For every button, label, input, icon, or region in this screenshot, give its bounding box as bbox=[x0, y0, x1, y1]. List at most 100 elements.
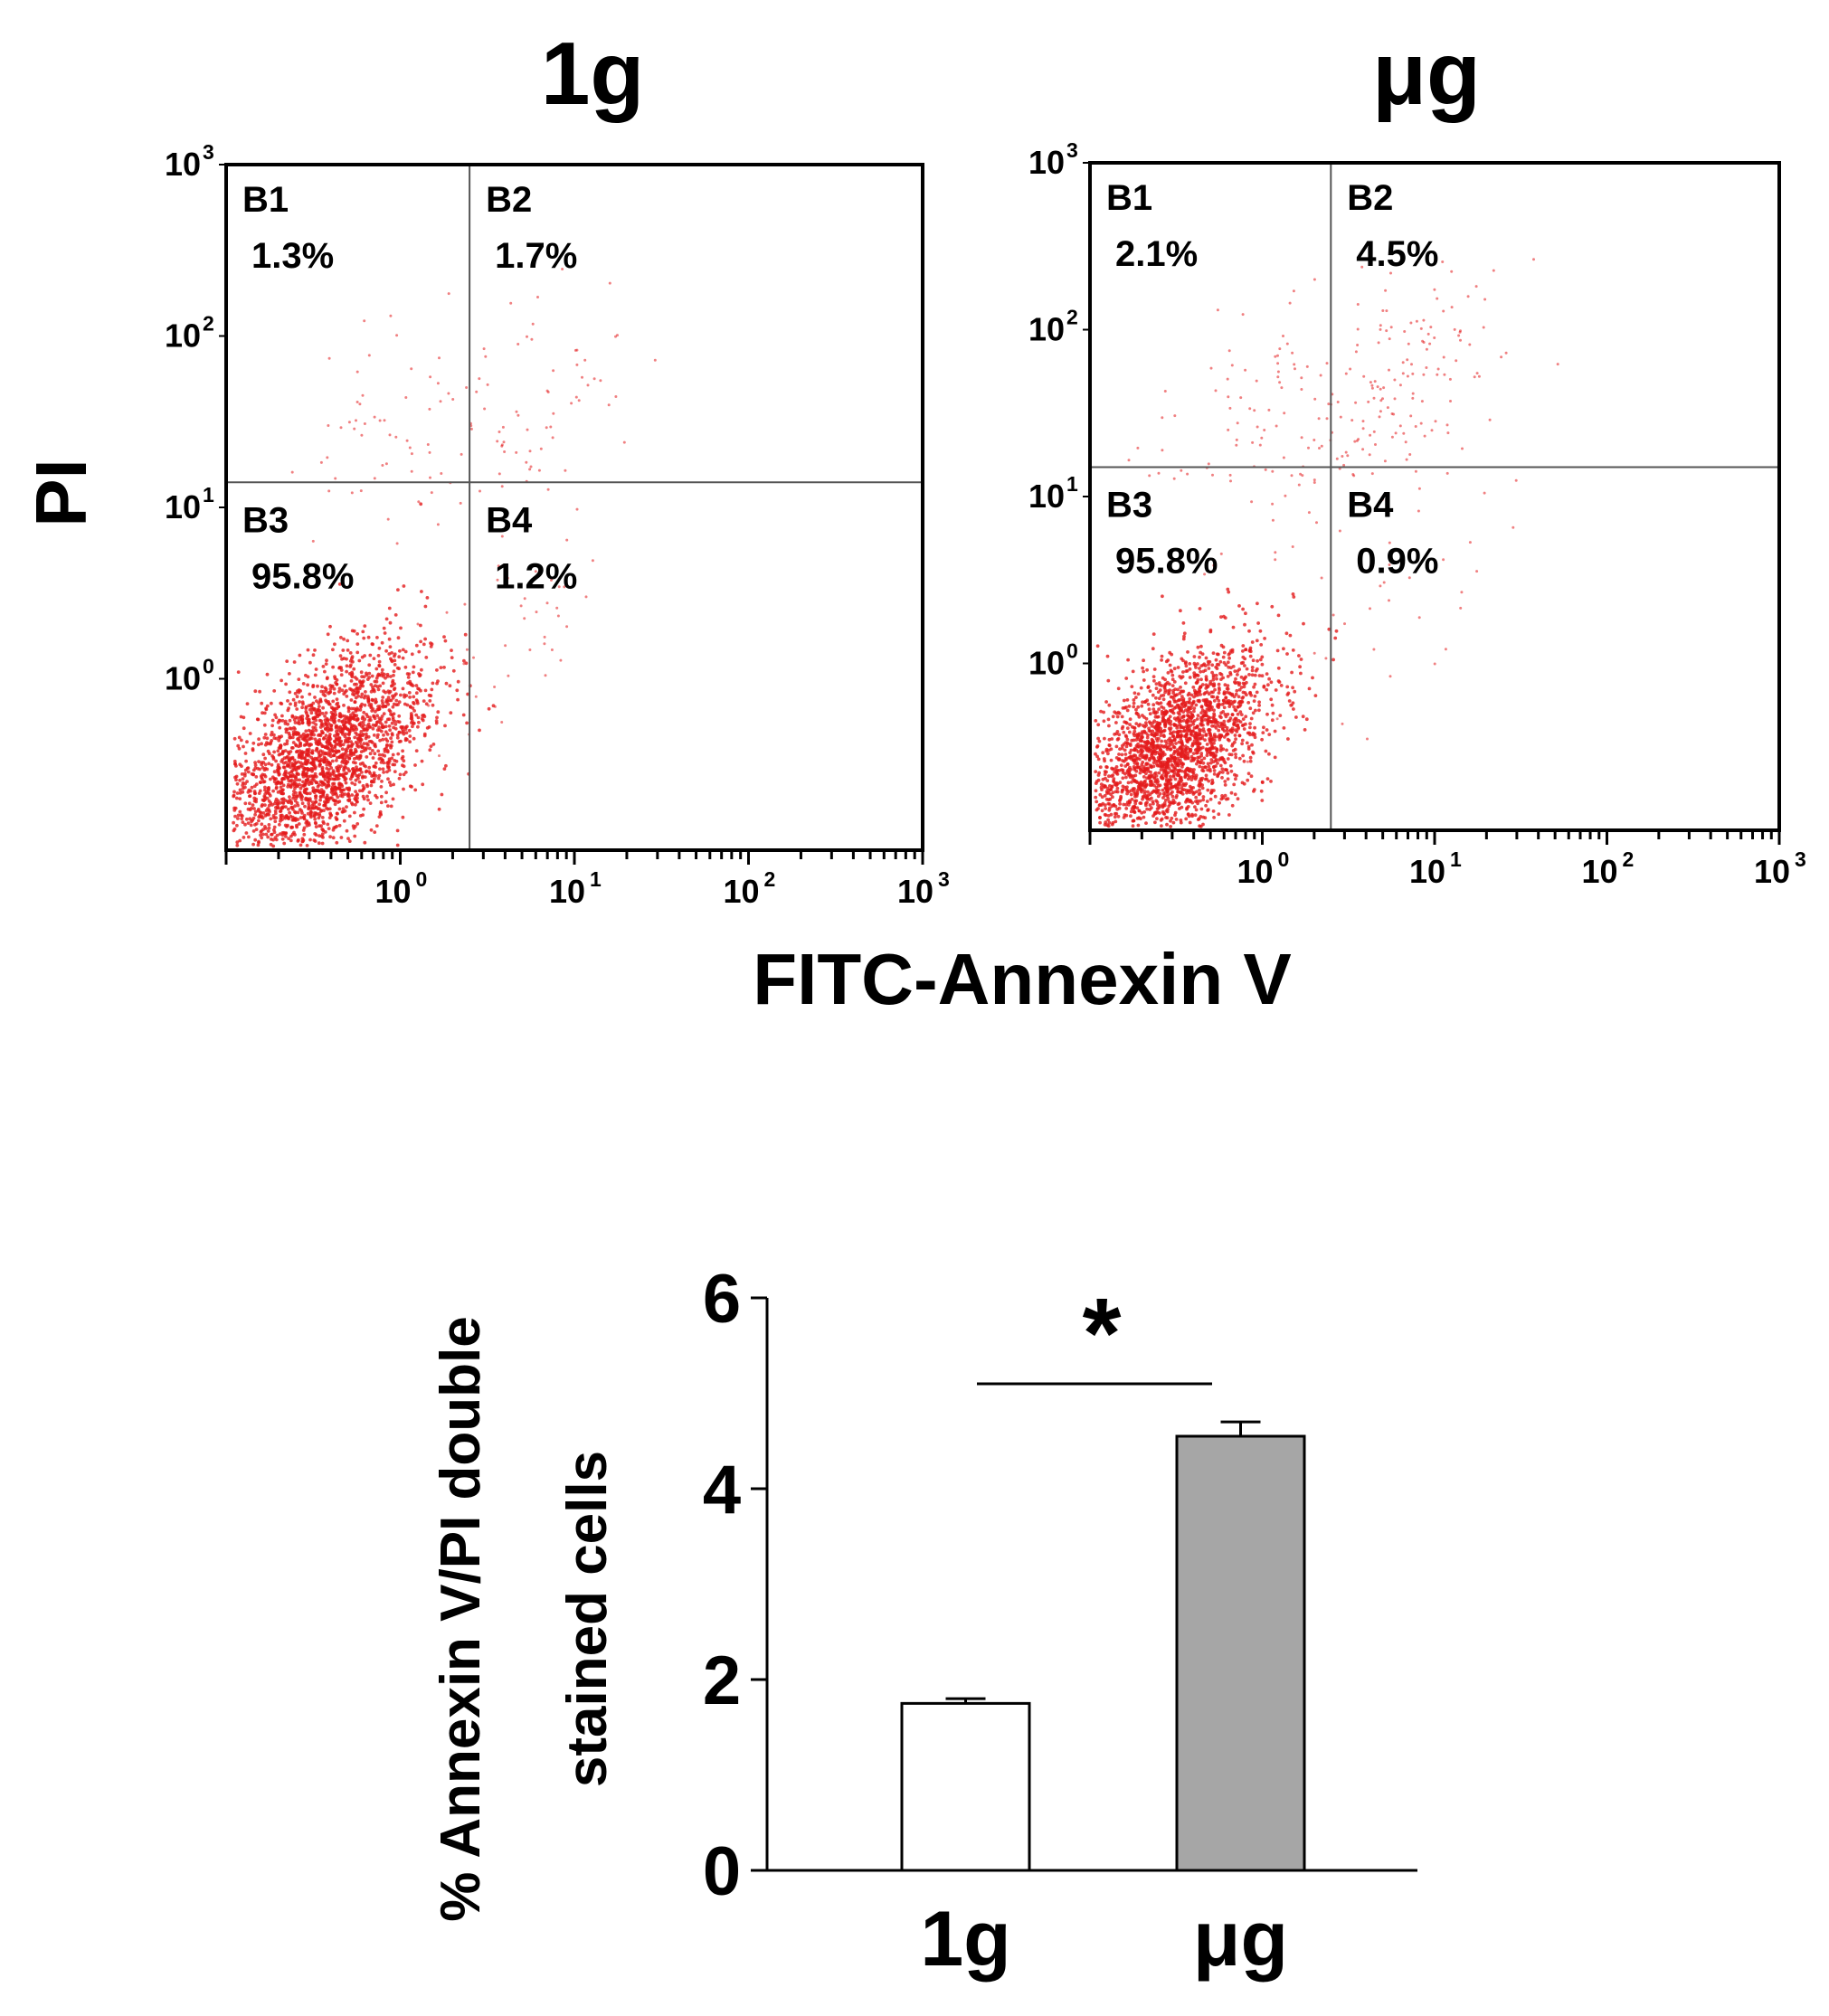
event-dot bbox=[1248, 759, 1253, 763]
event-dot bbox=[305, 711, 308, 715]
event-dot bbox=[1433, 288, 1436, 291]
event-dot bbox=[1199, 761, 1202, 765]
event-dot bbox=[515, 450, 518, 454]
event-dot bbox=[1421, 339, 1425, 343]
event-dot bbox=[1170, 790, 1174, 794]
event-dot bbox=[238, 797, 242, 800]
event-dot bbox=[1157, 758, 1161, 762]
event-dot bbox=[1206, 788, 1210, 792]
event-dot bbox=[350, 655, 355, 659]
event-dot bbox=[376, 776, 381, 781]
event-dot bbox=[463, 632, 468, 637]
event-dot bbox=[1169, 719, 1173, 724]
event-dot bbox=[385, 672, 390, 677]
event-dot bbox=[304, 779, 308, 783]
event-dot bbox=[362, 797, 366, 801]
event-dot bbox=[302, 783, 307, 787]
event-dot bbox=[1189, 786, 1194, 790]
event-dot bbox=[1182, 631, 1187, 636]
event-dot bbox=[239, 715, 243, 719]
event-dot bbox=[324, 734, 328, 737]
bar-y-label-line1: % Annexin V/PI double bbox=[430, 1316, 492, 1921]
event-dot bbox=[266, 786, 270, 790]
event-dot bbox=[1167, 800, 1171, 804]
event-dot bbox=[1121, 759, 1124, 762]
event-dot bbox=[1188, 726, 1191, 731]
event-dot bbox=[1222, 759, 1227, 763]
event-dot bbox=[1211, 473, 1214, 477]
event-dot bbox=[1132, 791, 1137, 796]
event-dot bbox=[395, 843, 400, 847]
event-dot bbox=[320, 816, 325, 819]
event-dot bbox=[1106, 791, 1111, 795]
event-dot bbox=[259, 810, 263, 815]
y-tick-label: 10 bbox=[165, 317, 201, 355]
event-dot bbox=[461, 713, 466, 717]
event-dot bbox=[241, 790, 245, 794]
event-dot bbox=[431, 681, 435, 686]
event-dot bbox=[284, 727, 289, 732]
event-dot bbox=[1442, 558, 1445, 562]
event-dot bbox=[1168, 787, 1172, 790]
event-dot bbox=[1207, 764, 1211, 769]
event-dot bbox=[350, 491, 354, 495]
event-dot bbox=[369, 783, 374, 788]
event-dot bbox=[1169, 759, 1173, 763]
event-dot bbox=[1222, 698, 1226, 703]
event-dot bbox=[377, 725, 381, 729]
event-dot bbox=[1414, 469, 1417, 473]
event-dot bbox=[1169, 753, 1173, 758]
event-dot bbox=[279, 752, 282, 756]
event-dot bbox=[243, 822, 247, 827]
event-dot bbox=[1104, 700, 1108, 704]
event-dot bbox=[1248, 755, 1253, 760]
event-dot bbox=[1160, 729, 1163, 734]
event-dot bbox=[1145, 807, 1149, 811]
event-dot bbox=[1156, 715, 1161, 719]
event-dot bbox=[526, 335, 528, 338]
event-dot bbox=[395, 828, 400, 833]
event-dot bbox=[378, 419, 382, 422]
event-dot bbox=[429, 375, 432, 379]
event-dot bbox=[1102, 757, 1106, 761]
event-dot bbox=[266, 749, 270, 753]
event-dot bbox=[1104, 797, 1109, 801]
event-dot bbox=[256, 717, 261, 722]
bar-chart: % Annexin V/PI double stained cells 0246… bbox=[430, 1261, 1417, 1983]
event-dot bbox=[423, 604, 428, 609]
event-dot bbox=[306, 748, 309, 752]
event-dot bbox=[388, 728, 392, 733]
event-dot bbox=[369, 739, 374, 743]
event-dot bbox=[1132, 787, 1136, 790]
event-dot bbox=[1133, 773, 1138, 778]
event-dot bbox=[355, 717, 360, 722]
event-dot bbox=[482, 347, 486, 351]
event-dot bbox=[1125, 708, 1130, 713]
event-dot bbox=[1449, 400, 1452, 402]
event-dot bbox=[1226, 684, 1230, 687]
event-dot bbox=[346, 706, 351, 711]
event-dot bbox=[397, 740, 402, 743]
event-dot bbox=[1181, 670, 1185, 674]
event-dot bbox=[1170, 673, 1175, 677]
event-dot bbox=[1370, 383, 1374, 387]
event-dot bbox=[291, 697, 296, 702]
event-dot bbox=[447, 392, 450, 395]
event-dot bbox=[391, 705, 395, 709]
event-dot bbox=[1394, 431, 1398, 435]
event-dot bbox=[1186, 805, 1190, 809]
event-dot bbox=[358, 755, 363, 760]
event-dot bbox=[1216, 762, 1219, 765]
event-dot bbox=[1248, 646, 1253, 650]
event-dot bbox=[1219, 673, 1224, 677]
event-dot bbox=[1172, 755, 1177, 760]
event-dot bbox=[1197, 783, 1201, 788]
event-dot bbox=[1179, 609, 1182, 613]
event-dot bbox=[317, 841, 321, 846]
event-dot bbox=[416, 622, 420, 626]
event-dot bbox=[1248, 706, 1253, 711]
event-dot bbox=[336, 701, 340, 705]
event-dot bbox=[430, 491, 433, 495]
event-dot bbox=[437, 807, 441, 811]
event-dot bbox=[1273, 755, 1277, 760]
